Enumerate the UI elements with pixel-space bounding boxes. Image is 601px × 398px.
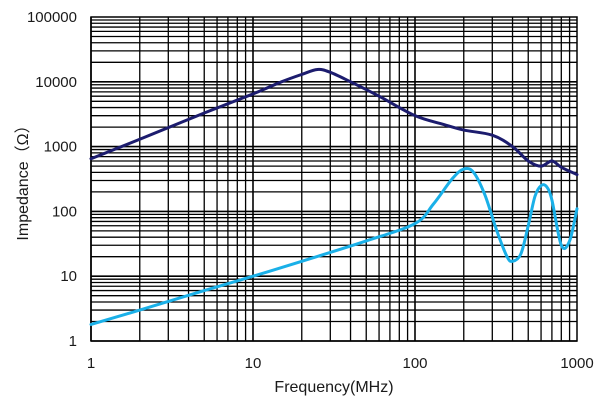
series-line-2 — [89, 167, 579, 326]
y-tick-label: 100 — [52, 203, 77, 220]
x-axis-title: Frequency(MHz) — [274, 379, 393, 396]
y-tick-label: 100000 — [27, 9, 77, 26]
y-tick-label: 1 — [69, 333, 77, 350]
y-axis-title: Impedance（Ω） — [14, 117, 32, 240]
plot-area — [90, 16, 578, 342]
x-tick-label: 1 — [87, 355, 95, 372]
y-tick-label: 10 — [60, 268, 77, 285]
series-line-1 — [89, 67, 579, 177]
series-layer — [89, 67, 579, 326]
x-tick-label: 100 — [402, 355, 427, 372]
x-tick-label: 10 — [245, 355, 262, 372]
x-tick-label: 1000 — [560, 355, 593, 372]
y-tick-labels: 1 10 100 1000 10000 100000 — [27, 9, 77, 350]
x-tick-labels: 1 10 100 1000 — [87, 355, 594, 372]
y-tick-label: 10000 — [35, 74, 77, 91]
y-tick-label: 1000 — [44, 139, 77, 156]
grid — [90, 17, 577, 342]
